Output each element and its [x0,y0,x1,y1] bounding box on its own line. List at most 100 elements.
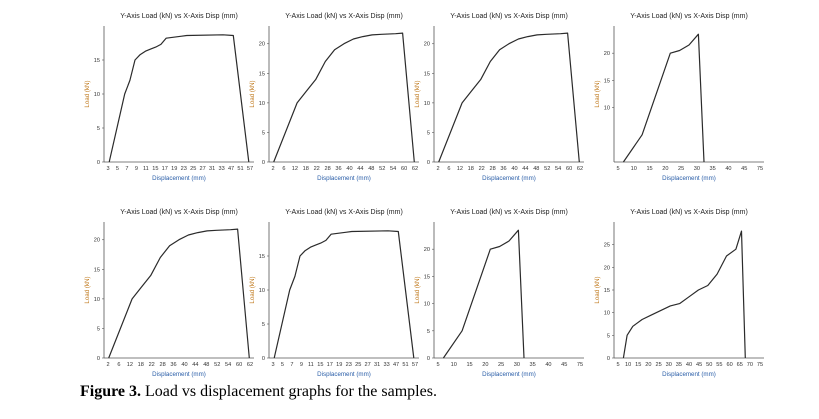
x-tick-label: 75 [757,166,763,172]
y-tick-label: 5 [97,126,100,132]
y-tick-label: 15 [424,274,430,280]
y-tick-label: 20 [424,247,430,253]
x-tick-label: 47 [393,362,399,368]
x-tick-label: 54 [390,166,396,172]
chart-title: Y-Axis Load (kN) vs X-Axis Disp (mm) [450,209,568,216]
y-tick-label: 0 [97,160,100,166]
x-tick-label: 70 [747,362,753,368]
x-tick-label: 6 [282,166,285,172]
y-tick-label: 5 [427,130,430,136]
x-tick-label: 19 [171,166,177,172]
x-tick-label: 75 [757,362,763,368]
y-tick-label: 15 [94,267,100,273]
load-displacement-line [108,228,250,359]
y-tick-label: 20 [424,42,430,48]
x-tick-label: 15 [466,362,472,368]
x-tick-label: 30 [514,362,520,368]
x-tick-label: 10 [451,362,457,368]
y-axis-label: Load (kN) [594,80,601,107]
chart-svg-2: Y-Axis Load (kN) vs X-Axis Disp (mm) 0 5 10… [249,13,419,182]
x-tick-label: 57 [412,362,418,368]
x-tick-label: 9 [300,362,303,368]
x-tick-label: 2 [106,362,109,368]
x-tick-label: 20 [482,362,488,368]
x-tick-label: 20 [662,166,668,172]
load-displacement-line [622,230,746,359]
x-tick-label: 44 [522,166,528,172]
y-tick-label: 10 [94,297,100,303]
x-tick-label: 40 [181,362,187,368]
x-tick-label: 11 [143,166,149,172]
x-tick-label: 5 [616,166,619,172]
x-axis-label: Displacement (mm) [662,175,716,182]
x-tick-label: 22 [479,166,485,172]
x-tick-label: 40 [346,166,352,172]
x-tick-label: 35 [710,166,716,172]
x-tick-label: 5 [281,362,284,368]
x-tick-label: 22 [314,166,320,172]
x-tick-label: 51 [237,166,243,172]
y-tick-label: 15 [424,71,430,77]
y-tick-label: 5 [97,326,100,332]
x-tick-label: 60 [401,166,407,172]
y-tick-label: 0 [607,356,610,362]
x-tick-label: 54 [555,166,561,172]
x-tick-label: 40 [686,362,692,368]
x-tick-label: 19 [336,362,342,368]
chart-panel-5: Y-Axis Load (kN) vs X-Axis Disp (mm) 0 5 10… [82,204,262,380]
figure-caption: Figure 3. Load vs displacement graphs fo… [80,383,437,401]
y-tick-label: 0 [427,160,430,166]
load-displacement-line [442,229,525,359]
x-tick-label: 15 [317,362,323,368]
x-tick-label: 25 [355,362,361,368]
chart-title: Y-Axis Load (kN) vs X-Axis Disp (mm) [450,13,568,20]
y-axis-label: Load (kN) [249,80,256,107]
x-tick-label: 35 [530,362,536,368]
x-tick-label: 27 [365,362,371,368]
y-axis-label: Load (kN) [249,276,256,303]
x-tick-label: 5 [616,362,619,368]
figure-label: Figure 3. [80,383,142,400]
y-tick-label: 10 [424,101,430,107]
x-tick-label: 52 [214,362,220,368]
y-tick-label: 15 [604,78,610,84]
x-tick-label: 35 [676,362,682,368]
x-tick-label: 47 [228,166,234,172]
x-tick-label: 11 [308,362,314,368]
x-tick-label: 62 [247,362,253,368]
x-tick-label: 15 [646,166,652,172]
x-tick-label: 52 [379,166,385,172]
chart-panel-8: Y-Axis Load (kN) vs X-Axis Disp (mm) 0 5 10… [592,204,772,380]
x-tick-label: 55 [716,362,722,368]
load-displacement-line [108,34,250,163]
x-tick-label: 15 [152,166,158,172]
y-axis-label: Load (kN) [84,80,91,107]
x-tick-label: 5 [116,166,119,172]
chart-svg-3: Y-Axis Load (kN) vs X-Axis Disp (mm) 0 5 10… [414,13,584,182]
x-tick-label: 3 [271,362,274,368]
x-tick-label: 30 [694,166,700,172]
y-tick-label: 5 [427,329,430,335]
x-tick-label: 75 [577,362,583,368]
load-displacement-line [622,33,705,163]
x-tick-label: 25 [655,362,661,368]
chart-title: Y-Axis Load (kN) vs X-Axis Disp (mm) [285,209,403,216]
x-tick-label: 2 [436,166,439,172]
y-tick-label: 15 [604,288,610,294]
y-tick-label: 10 [259,101,265,107]
x-tick-label: 40 [511,166,517,172]
x-tick-label: 31 [374,362,380,368]
x-tick-label: 6 [117,362,120,368]
x-tick-label: 10 [625,362,631,368]
x-tick-label: 23 [181,166,187,172]
x-tick-label: 22 [149,362,155,368]
y-tick-label: 10 [424,302,430,308]
y-axis-label: Load (kN) [594,276,601,303]
y-tick-label: 5 [262,322,265,328]
x-tick-label: 28 [489,166,495,172]
x-tick-label: 44 [357,166,363,172]
x-tick-label: 18 [138,362,144,368]
x-axis-label: Displacement (mm) [482,175,536,182]
y-axis-label: Load (kN) [414,80,421,107]
x-tick-label: 17 [162,166,168,172]
